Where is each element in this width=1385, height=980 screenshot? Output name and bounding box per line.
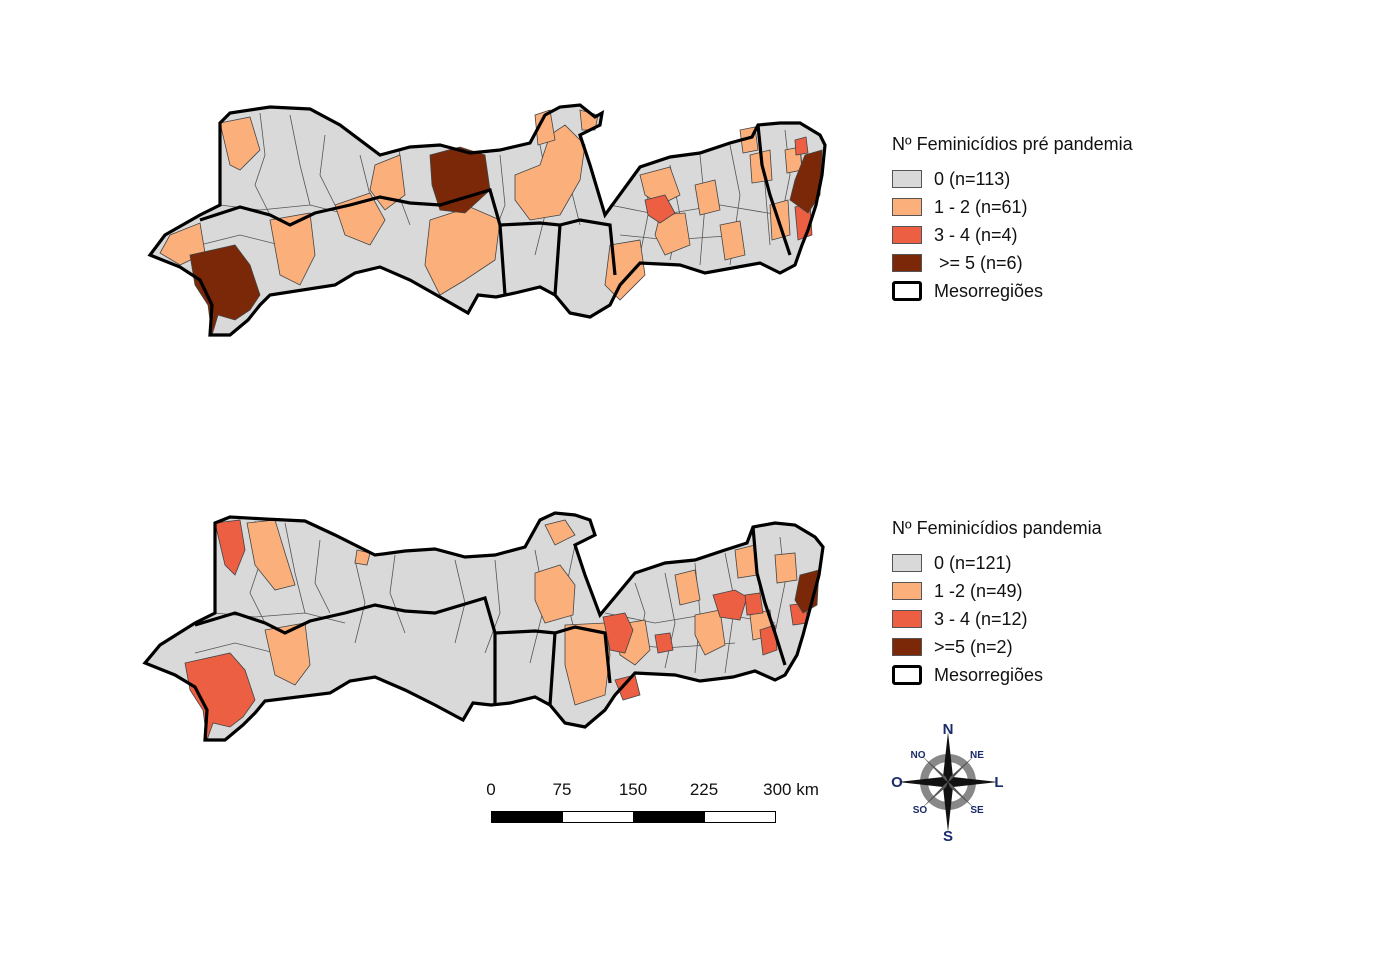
compass-se: SE bbox=[970, 805, 984, 816]
legend-item-1-2: 1 - 2 (n=61) bbox=[892, 193, 1133, 221]
municipalities-3-4 bbox=[184, 519, 808, 741]
legend-label: 3 - 4 (n=12) bbox=[934, 608, 1028, 629]
scale-segment bbox=[704, 811, 776, 823]
legend-label: 1 -2 (n=49) bbox=[934, 580, 1023, 601]
legend-label: 0 (n=113) bbox=[934, 168, 1011, 189]
legend-item-0: 0 (n=113) bbox=[892, 165, 1133, 193]
scale-bar: 0 75 150 225 300 km bbox=[470, 775, 850, 835]
swatch-1-2 bbox=[892, 582, 922, 600]
compass-ne: NE bbox=[970, 750, 984, 761]
compass-no: NO bbox=[911, 750, 926, 761]
scale-tick-label: 225 bbox=[689, 780, 719, 799]
map-pre-pandemic bbox=[147, 103, 827, 337]
scale-segment bbox=[562, 811, 634, 823]
legend-label: 3 - 4 (n=4) bbox=[934, 224, 1018, 245]
legend-item-1-2: 1 -2 (n=49) bbox=[892, 577, 1102, 605]
scale-tick-label: 75 bbox=[552, 780, 572, 799]
swatch-0 bbox=[892, 170, 922, 188]
legend-pre-pandemic: Nº Feminicídios pré pandemia 0 (n=113) 1… bbox=[892, 134, 1133, 305]
scale-tick-label: 0 bbox=[486, 780, 496, 799]
swatch-3-4 bbox=[892, 610, 922, 628]
swatch-0 bbox=[892, 554, 922, 572]
swatch-mesoregions bbox=[892, 665, 922, 685]
legend-label: >=5 (n=2) bbox=[934, 636, 1013, 657]
mesoregion-borders bbox=[142, 511, 825, 742]
legend-item-5-plus: >= 5 (n=6) bbox=[892, 249, 1133, 277]
municipalities-5-plus bbox=[189, 146, 823, 336]
compass-s: S bbox=[943, 828, 953, 845]
legend-item-mesoregions: Mesorregiões bbox=[892, 277, 1133, 305]
municipalities-3-4 bbox=[644, 136, 813, 241]
swatch-1-2 bbox=[892, 198, 922, 216]
legend-label: >= 5 (n=6) bbox=[934, 252, 1023, 273]
scale-tick-label: 300 km bbox=[763, 780, 819, 799]
mesoregion-borders bbox=[147, 103, 827, 337]
legend-label: 0 (n=121) bbox=[934, 552, 1012, 573]
compass-so: SO bbox=[913, 805, 928, 816]
map-pandemic bbox=[142, 511, 825, 742]
swatch-mesoregions bbox=[892, 281, 922, 301]
compass-rose-icon: N S O L NE NO SE SO bbox=[891, 721, 1003, 845]
legend-item-3-4: 3 - 4 (n=12) bbox=[892, 605, 1102, 633]
compass-l: L bbox=[994, 774, 1003, 791]
scale-segment bbox=[491, 811, 563, 823]
legend-label: Mesorregiões bbox=[934, 280, 1044, 301]
legend-item-mesoregions: Mesorregiões bbox=[892, 661, 1102, 689]
legend-item-0: 0 (n=121) bbox=[892, 549, 1102, 577]
legend-label: 1 - 2 (n=61) bbox=[934, 196, 1028, 217]
scale-segment bbox=[633, 811, 705, 823]
swatch-3-4 bbox=[892, 226, 922, 244]
legend-title: Nº Feminicídios pandemia bbox=[892, 518, 1102, 538]
legend-label: Mesorregiões bbox=[934, 664, 1044, 685]
swatch-5-plus bbox=[892, 254, 922, 272]
legend-item-5-plus: >=5 (n=2) bbox=[892, 633, 1102, 661]
compass-n: N bbox=[943, 721, 954, 738]
legend-pandemic: Nº Feminicídios pandemia 0 (n=121) 1 -2 … bbox=[892, 518, 1102, 689]
scale-tick-label: 150 bbox=[618, 780, 648, 799]
swatch-5-plus bbox=[892, 638, 922, 656]
compass-o: O bbox=[891, 774, 903, 791]
legend-title: Nº Feminicídios pré pandemia bbox=[892, 134, 1133, 154]
legend-item-3-4: 3 - 4 (n=4) bbox=[892, 221, 1133, 249]
